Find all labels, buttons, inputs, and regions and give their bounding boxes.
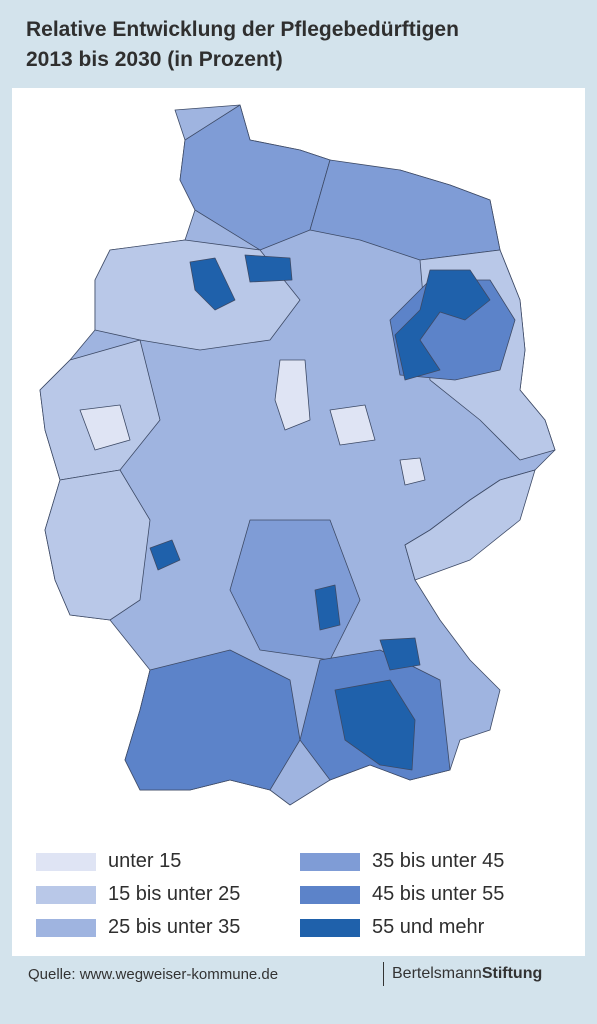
region (274, 359, 311, 431)
region (329, 404, 376, 446)
region (394, 269, 491, 381)
brand: BertelsmannStiftung (383, 962, 542, 986)
legend-item: 45 bis unter 55 (300, 883, 504, 906)
region (244, 254, 293, 283)
legend-label: 35 bis unter 45 (372, 850, 505, 872)
legend-label: unter 15 (108, 850, 182, 872)
region (149, 539, 181, 571)
legend-item: 35 bis unter 45 (300, 850, 504, 873)
legend-swatch (36, 852, 96, 871)
legend-label: 55 und mehr (372, 916, 485, 938)
legend-item: 15 bis unter 25 (36, 883, 240, 906)
source: Quelle: www.wegweiser-kommune.de (28, 966, 279, 983)
region (334, 679, 416, 771)
legend-label: 15 bis unter 25 (108, 883, 241, 905)
region (404, 469, 536, 581)
map-panel (12, 88, 585, 956)
legend-item: 55 und mehr (300, 916, 484, 939)
legend-swatch (36, 918, 96, 937)
brand-emphasis: Stiftung (481, 965, 543, 982)
title-line: 2013 bis 2030 (in Prozent) (26, 48, 283, 71)
region (314, 584, 341, 631)
region (399, 457, 426, 486)
brand-name: Bertelsmann (392, 965, 482, 982)
legend-swatch (36, 885, 96, 904)
legend-swatch (300, 852, 360, 871)
legend-label: 45 bis unter 55 (372, 883, 505, 905)
legend-item: unter 15 (36, 850, 181, 873)
legend-item: 25 bis unter 35 (36, 916, 240, 939)
region (44, 469, 151, 621)
legend-label: 25 bis unter 35 (108, 916, 241, 938)
region (189, 257, 236, 311)
map (39, 104, 556, 806)
region (124, 649, 301, 791)
legend-swatch (300, 918, 360, 937)
region (379, 637, 421, 671)
title-line: Relative Entwicklung der Pflegebedürftig… (26, 18, 459, 41)
legend-swatch (300, 885, 360, 904)
region (79, 404, 131, 451)
